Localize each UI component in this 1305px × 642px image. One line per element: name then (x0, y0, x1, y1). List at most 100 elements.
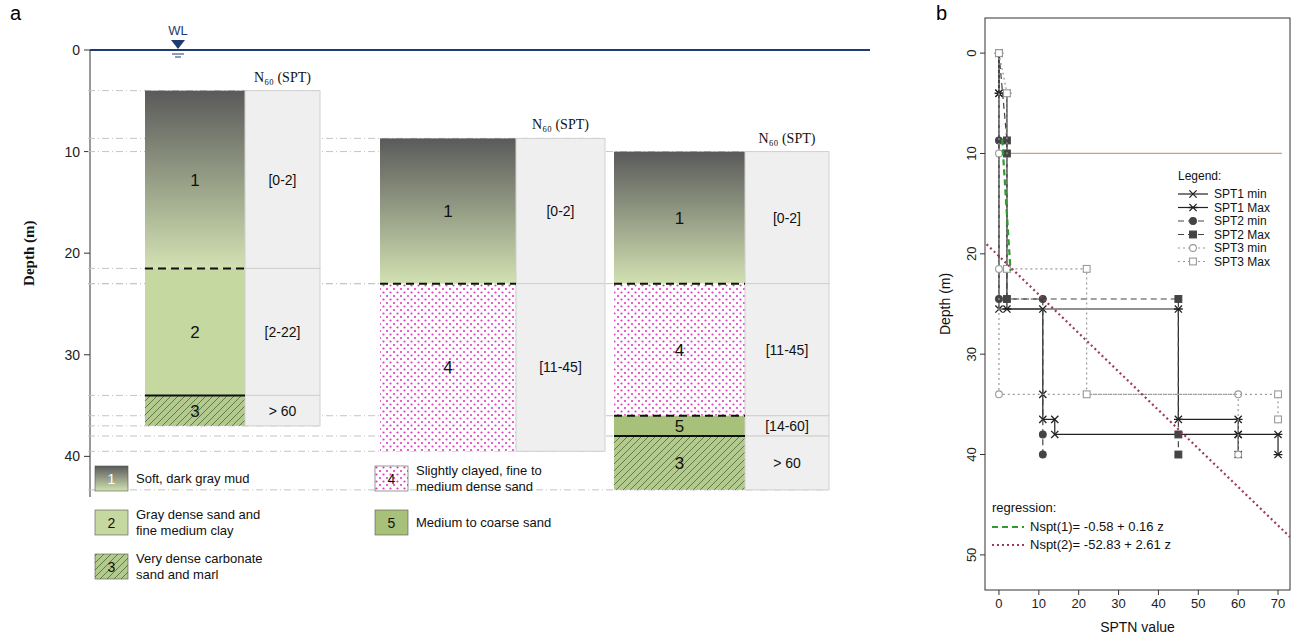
marker (1190, 258, 1197, 265)
water-level-label: WL (168, 23, 188, 38)
y-tick (980, 53, 985, 54)
legend-label: SPT3 Max (1214, 255, 1270, 269)
x-tick (1118, 590, 1119, 595)
plot-area (985, 50, 1290, 541)
legend-swatch (95, 510, 128, 535)
n60-label: [0-2] (546, 203, 574, 219)
n60-label: [0-2] (773, 210, 801, 226)
x-tick-label: 60 (1231, 596, 1245, 611)
x-tick (1198, 590, 1199, 595)
marker (1175, 451, 1182, 458)
legend-swatch (95, 466, 128, 491)
n60-label: [11-45] (539, 359, 582, 375)
n60-box (245, 91, 320, 269)
legend-number: 2 (108, 515, 116, 531)
marker (1275, 391, 1282, 398)
x-tick-label: 50 (1191, 596, 1205, 611)
panel-label: a (10, 2, 22, 24)
panel-a: a010203040Depth (m)N₆₀ (SPT)1[0-2]2[2-22… (10, 2, 870, 582)
marker (1004, 90, 1011, 97)
layers (145, 91, 829, 490)
panel-b: b01020304050607001020304050SPTN valueDep… (936, 2, 1294, 635)
marker (1083, 391, 1090, 398)
layer-label: 1 (443, 202, 452, 221)
layer-boundary (380, 283, 516, 285)
y-tick-label: 30 (964, 347, 979, 361)
x-tick (1078, 590, 1079, 595)
legend-text: Slightly clayed, fine tomedium dense san… (416, 463, 542, 494)
legend-label: SPT2 min (1214, 214, 1267, 228)
y-tick (980, 253, 985, 254)
layer-label: 4 (675, 341, 684, 360)
marker (1039, 451, 1046, 458)
marker (996, 50, 1003, 57)
marker (1190, 231, 1197, 238)
legend-number: 4 (388, 471, 396, 487)
layer-label: 5 (675, 417, 684, 436)
text-line: sand and marl (136, 567, 218, 582)
y-tick-label: 40 (64, 448, 80, 464)
n60-header: N₆₀ (SPT) (759, 131, 816, 147)
marker (1189, 204, 1198, 211)
y-tick-label: 0 (72, 42, 80, 58)
y-tick-label: 50 (964, 548, 979, 562)
plot-frame (985, 18, 1290, 590)
figure: a010203040Depth (m)N₆₀ (SPT)1[0-2]2[2-22… (0, 0, 1305, 642)
series-line (999, 53, 1043, 454)
regression-line (985, 241, 1290, 541)
marker (1235, 451, 1242, 458)
legend-label: SPT3 min (1214, 241, 1267, 255)
legend-line (992, 526, 1024, 528)
n60-label: > 60 (269, 403, 297, 419)
series-line (999, 53, 1238, 454)
x-tick (1158, 590, 1159, 595)
n60-box (516, 138, 605, 283)
layer-label: 3 (675, 454, 684, 473)
y-tick-label: 10 (64, 144, 80, 160)
n60-box (745, 284, 829, 416)
marker (996, 50, 1003, 57)
text-line: fine medium clay (136, 523, 234, 538)
marker (1274, 451, 1283, 458)
guide-lines (88, 91, 829, 490)
soil-layer (614, 436, 745, 490)
legend-text: Gray dense sand andfine medium clay (136, 507, 260, 538)
soil-layer (380, 284, 516, 452)
legend-label: SPT1 Max (1214, 201, 1270, 215)
legend-swatch (375, 510, 408, 535)
y-tick (980, 153, 985, 154)
soil-layer (145, 395, 245, 425)
series-line (999, 53, 1238, 454)
y-tick (980, 354, 985, 355)
x-tick-label: 30 (1111, 596, 1125, 611)
marker (1190, 218, 1197, 225)
marker (995, 50, 1004, 57)
x-tick-label: 10 (1032, 596, 1046, 611)
marker (996, 265, 1003, 272)
soil-layer (145, 91, 245, 269)
text-line: Gray dense sand and (136, 507, 260, 522)
legend-label: SPT1 min (1214, 187, 1267, 201)
legend-label: Nspt(2)= -52.83 + 2.61 z (1030, 537, 1171, 552)
marker (1003, 90, 1012, 97)
text-line: medium dense sand (416, 479, 533, 494)
text-line: Medium to coarse sand (416, 515, 551, 530)
water-level-symbol (172, 54, 184, 55)
layer-label: 4 (443, 358, 452, 377)
marker (1190, 245, 1197, 252)
legend-number: 3 (108, 559, 116, 575)
water-level-symbol (171, 40, 185, 49)
x-axis-title: SPTN value (1100, 619, 1175, 635)
legend-title: Legend: (1178, 169, 1221, 183)
legend-swatch (95, 554, 128, 579)
legend-swatch (375, 466, 408, 491)
n60-box (516, 284, 605, 452)
regression-title: regression: (992, 500, 1056, 515)
y-axis-title: Depth (m) (937, 273, 953, 335)
layer-boundary (145, 267, 245, 269)
marker (1175, 296, 1182, 303)
marker (995, 50, 1002, 57)
marker (1039, 431, 1046, 438)
soil-layer (614, 284, 745, 416)
layer-label: 2 (190, 323, 199, 342)
